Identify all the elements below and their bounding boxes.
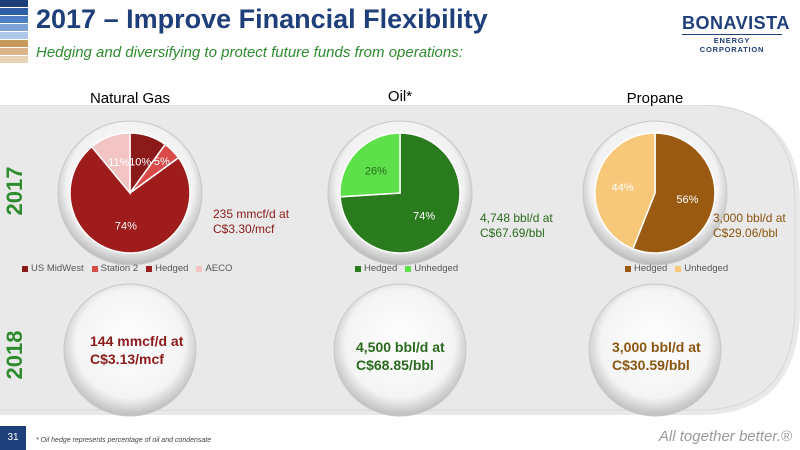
legend-label: Station 2 bbox=[100, 263, 139, 274]
legend-swatch bbox=[355, 265, 361, 272]
propane-2018-price: C$30.59/bbl bbox=[612, 357, 690, 373]
company-logo: BONAVISTA ENERGY CORPORATION bbox=[682, 13, 790, 54]
pie-data-label: 44% bbox=[612, 182, 634, 194]
legend-item: US MidWest bbox=[22, 263, 84, 274]
natural-gas-pie-chart: 10% 5% 74% 11% bbox=[57, 120, 203, 266]
propane-2018-note: 3,000 bbl/d at C$30.59/bbl bbox=[612, 338, 701, 374]
gas-2017-note: 235 mmcf/d at C$3.30/mcf bbox=[213, 207, 289, 237]
oil-2017-volume: 4,748 bbl/d at bbox=[480, 211, 553, 225]
page-number: 31 bbox=[0, 426, 26, 450]
pie-data-label: 10% bbox=[129, 157, 151, 169]
oil-pie-chart: 74% 26% bbox=[327, 120, 473, 266]
oil-2018-price: C$68.85/bbl bbox=[356, 357, 434, 373]
legend-label: Unhedged bbox=[414, 263, 459, 274]
propane-legend: Hedged Unhedged bbox=[625, 263, 728, 274]
pie-slice-hedged bbox=[631, 132, 716, 254]
gas-2018-note: 144 mmcf/d at C$3.13/mcf bbox=[90, 332, 183, 368]
legend-item: Unhedged bbox=[405, 263, 458, 274]
year-2018-label: 2018 bbox=[2, 330, 27, 380]
pie-data-label: 56% bbox=[676, 194, 698, 206]
oil-2018-circle bbox=[333, 283, 467, 417]
propane-2018-volume: 3,000 bbl/d at bbox=[612, 339, 701, 355]
legend-item: Hedged bbox=[146, 263, 188, 274]
oil-footnote: * Oil hedge represents percentage of oil… bbox=[36, 437, 212, 444]
natural-gas-legend: US MidWest Station 2 Hedged AECO bbox=[22, 263, 232, 274]
pie-slice-unhedged bbox=[339, 132, 401, 198]
page-subtitle: Hedging and diversifying to protect futu… bbox=[36, 44, 463, 61]
legend-label: US MidWest bbox=[31, 263, 84, 274]
gas-2018-price: C$3.13/mcf bbox=[90, 351, 164, 367]
propane-2017-volume: 3,000 bbl/d at bbox=[713, 211, 786, 225]
natural-gas-title: Natural Gas bbox=[89, 90, 171, 107]
legend-item: Hedged bbox=[625, 263, 667, 274]
gas-2018-circle bbox=[63, 283, 197, 417]
page-title: 2017 – Improve Financial Flexibility bbox=[36, 4, 488, 34]
legend-swatch bbox=[91, 265, 98, 272]
header-stripe bbox=[0, 32, 28, 39]
legend-swatch bbox=[196, 265, 203, 272]
legend-label: AECO bbox=[205, 263, 233, 274]
header-stripe bbox=[0, 16, 28, 23]
oil-2018-note: 4,500 bbl/d at C$68.85/bbl bbox=[356, 338, 445, 374]
pie-data-label: 74% bbox=[413, 211, 435, 223]
header-stripe bbox=[0, 8, 28, 15]
header-stripe bbox=[0, 56, 28, 63]
legend-swatch bbox=[22, 265, 28, 272]
pie-slice-unhedged bbox=[594, 132, 656, 250]
oil-legend: Hedged Unhedged bbox=[355, 263, 458, 274]
legend-swatch bbox=[675, 265, 682, 272]
header-stripe bbox=[0, 48, 28, 55]
propane-2017-price: C$29.06/bbl bbox=[713, 226, 778, 240]
legend-swatch bbox=[405, 265, 412, 272]
legend-swatch bbox=[146, 265, 153, 272]
legend-item: Hedged bbox=[355, 263, 397, 274]
logo-subtitle: ENERGY CORPORATION bbox=[682, 34, 782, 54]
pie-data-label: 5% bbox=[154, 156, 170, 168]
legend-item: AECO bbox=[196, 263, 232, 274]
header-stripes bbox=[0, 0, 28, 70]
legend-item: Station 2 bbox=[91, 263, 139, 274]
header-stripe bbox=[0, 40, 28, 47]
oil-2017-price: C$67.69/bbl bbox=[480, 226, 545, 240]
pie-data-label: 74% bbox=[115, 221, 137, 233]
propane-title: Propane bbox=[626, 90, 684, 107]
legend-label: Hedged bbox=[364, 263, 398, 274]
header-stripe bbox=[0, 24, 28, 31]
pie-slice-hedged bbox=[69, 145, 191, 254]
company-tagline: All together better.® bbox=[658, 428, 792, 445]
legend-item: Unhedged bbox=[675, 263, 728, 274]
pie-slice-aeco bbox=[90, 132, 131, 196]
legend-swatch bbox=[625, 265, 631, 272]
oil-2018-volume: 4,500 bbl/d at bbox=[356, 339, 445, 355]
gas-2017-price: C$3.30/mcf bbox=[213, 222, 275, 236]
propane-pie-chart: 56% 44% bbox=[582, 120, 728, 266]
legend-label: Hedged bbox=[155, 263, 189, 274]
header-stripe bbox=[0, 0, 28, 7]
legend-label: Hedged bbox=[634, 263, 668, 274]
propane-2017-note: 3,000 bbl/d at C$29.06/bbl bbox=[713, 211, 786, 241]
legend-label: Unhedged bbox=[684, 263, 729, 274]
logo-word: BONAVISTA bbox=[682, 13, 790, 33]
pie-data-label: 11% bbox=[108, 157, 129, 169]
pie-data-label: 26% bbox=[365, 165, 387, 177]
oil-title: Oil* bbox=[387, 88, 413, 105]
gas-2018-volume: 144 mmcf/d at bbox=[90, 333, 184, 349]
gas-2017-volume: 235 mmcf/d at bbox=[213, 207, 290, 221]
propane-2018-circle bbox=[588, 283, 722, 417]
year-2017-label: 2017 bbox=[2, 166, 27, 216]
oil-2017-note: 4,748 bbl/d at C$67.69/bbl bbox=[480, 211, 553, 241]
